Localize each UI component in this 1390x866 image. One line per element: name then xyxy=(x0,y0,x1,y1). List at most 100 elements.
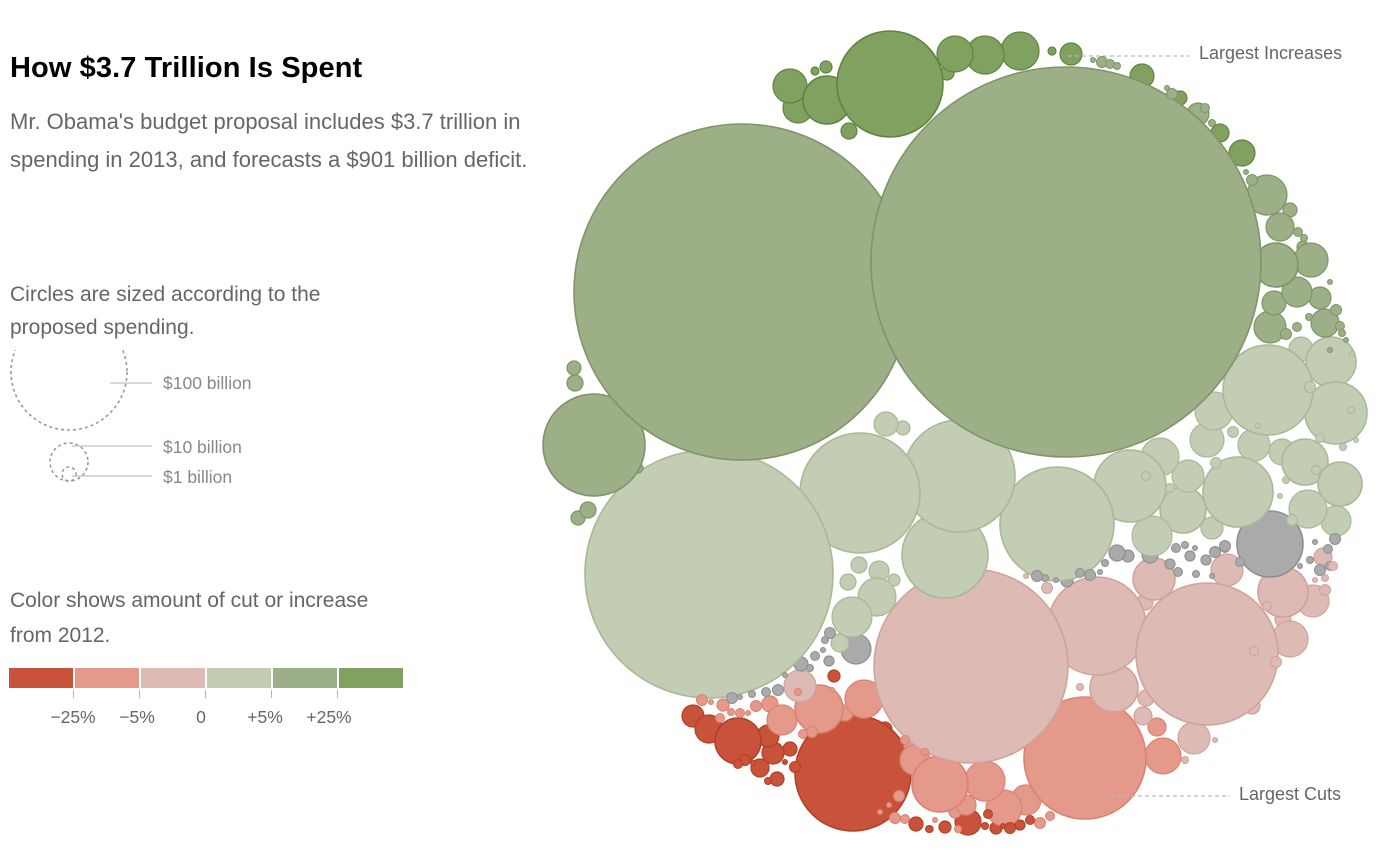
budget-bubble[interactable] xyxy=(782,741,798,757)
budget-bubble[interactable] xyxy=(873,411,899,437)
budget-bubble-small[interactable] xyxy=(1192,570,1200,578)
budget-bubble[interactable] xyxy=(836,30,944,138)
budget-bubble-small[interactable] xyxy=(1347,406,1355,414)
budget-bubble-small[interactable] xyxy=(735,708,745,718)
budget-bubble-small[interactable] xyxy=(1105,59,1115,69)
budget-bubble-small[interactable] xyxy=(925,825,933,833)
budget-bubble[interactable] xyxy=(1164,558,1176,570)
budget-bubble[interactable] xyxy=(1135,582,1279,726)
budget-bubble-small[interactable] xyxy=(1243,169,1249,175)
budget-bubble[interactable] xyxy=(810,66,820,76)
budget-bubble[interactable] xyxy=(1222,344,1314,436)
budget-bubble-small[interactable] xyxy=(932,817,938,823)
budget-bubble[interactable] xyxy=(839,573,857,591)
budget-bubble-small[interactable] xyxy=(1181,756,1189,764)
budget-bubble-small[interactable] xyxy=(794,688,802,696)
budget-bubble-small[interactable] xyxy=(1353,437,1359,443)
budget-bubble-small[interactable] xyxy=(1246,174,1258,186)
budget-bubble-small[interactable] xyxy=(726,692,738,704)
budget-bubble-small[interactable] xyxy=(1343,337,1349,343)
budget-bubble-small[interactable] xyxy=(1045,811,1055,821)
budget-bubble[interactable] xyxy=(714,717,762,765)
budget-bubble-small[interactable] xyxy=(1171,543,1181,553)
budget-bubble[interactable] xyxy=(1171,459,1205,493)
budget-bubble-small[interactable] xyxy=(798,729,808,739)
budget-bubble-small[interactable] xyxy=(1165,483,1175,493)
budget-bubble[interactable] xyxy=(573,123,911,461)
budget-bubble-small[interactable] xyxy=(810,651,820,661)
budget-bubble[interactable] xyxy=(1200,554,1212,566)
budget-bubble[interactable] xyxy=(1000,31,1040,71)
budget-bubble-small[interactable] xyxy=(1323,544,1333,554)
budget-bubble[interactable] xyxy=(873,568,1069,764)
budget-bubble-small[interactable] xyxy=(1300,234,1308,242)
budget-bubble[interactable] xyxy=(1253,310,1287,344)
budget-bubble[interactable] xyxy=(772,68,808,104)
budget-bubble-small[interactable] xyxy=(1023,573,1029,579)
budget-bubble[interactable] xyxy=(783,669,817,703)
budget-bubble[interactable] xyxy=(579,501,597,519)
budget-bubble-small[interactable] xyxy=(1097,569,1103,575)
budget-bubble-small[interactable] xyxy=(1053,577,1059,583)
budget-bubble[interactable] xyxy=(1288,489,1328,529)
budget-bubble-small[interactable] xyxy=(1306,556,1314,564)
budget-bubble[interactable] xyxy=(887,573,901,587)
budget-bubble[interactable] xyxy=(938,820,952,834)
budget-bubble-small[interactable] xyxy=(1255,423,1261,429)
budget-bubble-small[interactable] xyxy=(921,748,929,756)
budget-bubble[interactable] xyxy=(1265,212,1295,242)
budget-bubble-small[interactable] xyxy=(1235,557,1245,567)
budget-bubble[interactable] xyxy=(819,60,833,74)
budget-bubble-small[interactable] xyxy=(1311,465,1321,475)
budget-bubble[interactable] xyxy=(1144,737,1182,775)
budget-bubble[interactable] xyxy=(911,755,969,813)
budget-bubble[interactable] xyxy=(1131,515,1173,557)
budget-bubble-small[interactable] xyxy=(1219,540,1231,552)
budget-bubble-small[interactable] xyxy=(1141,471,1151,481)
budget-bubble-small[interactable] xyxy=(1327,279,1333,285)
budget-bubble[interactable] xyxy=(831,596,873,638)
budget-bubble-small[interactable] xyxy=(1319,584,1331,596)
budget-bubble-small[interactable] xyxy=(886,802,892,808)
budget-bubble-small[interactable] xyxy=(981,822,989,830)
budget-bubble-small[interactable] xyxy=(708,699,714,705)
budget-bubble-small[interactable] xyxy=(1090,57,1096,63)
budget-bubble[interactable] xyxy=(936,35,974,73)
budget-bubble[interactable] xyxy=(542,393,646,497)
budget-bubble-small[interactable] xyxy=(737,694,743,700)
budget-bubble-small[interactable] xyxy=(1297,563,1303,569)
budget-bubble-small[interactable] xyxy=(1335,321,1345,331)
budget-bubble-small[interactable] xyxy=(750,760,756,766)
budget-bubble-small[interactable] xyxy=(1312,577,1318,583)
budget-bubble[interactable] xyxy=(870,66,1262,458)
budget-bubble[interactable] xyxy=(1023,696,1147,820)
budget-bubble[interactable] xyxy=(908,816,924,832)
budget-bubble-small[interactable] xyxy=(782,672,788,678)
budget-bubble-small[interactable] xyxy=(1327,347,1333,353)
budget-bubble[interactable] xyxy=(1147,717,1167,737)
budget-bubble[interactable] xyxy=(850,556,868,574)
budget-bubble-small[interactable] xyxy=(1076,683,1084,691)
budget-bubble[interactable] xyxy=(769,771,785,787)
budget-bubble-small[interactable] xyxy=(696,694,708,706)
budget-bubble-small[interactable] xyxy=(1249,646,1259,656)
budget-bubble-small[interactable] xyxy=(1173,567,1183,577)
budget-bubble[interactable] xyxy=(1184,550,1196,562)
budget-bubble[interactable] xyxy=(566,360,582,376)
budget-bubble[interactable] xyxy=(1236,510,1304,578)
budget-bubble-small[interactable] xyxy=(1349,351,1355,357)
budget-bubble-small[interactable] xyxy=(1312,539,1318,545)
budget-bubble-small[interactable] xyxy=(893,790,905,802)
budget-bubble-small[interactable] xyxy=(820,647,826,653)
budget-bubble[interactable] xyxy=(1059,42,1083,66)
budget-bubble[interactable] xyxy=(827,669,841,683)
budget-bubble-small[interactable] xyxy=(1286,514,1298,526)
budget-bubble-small[interactable] xyxy=(1305,313,1313,321)
budget-bubble-small[interactable] xyxy=(1282,476,1290,484)
budget-bubble-small[interactable] xyxy=(1270,656,1282,668)
budget-bubble-small[interactable] xyxy=(1031,570,1043,582)
budget-bubble-small[interactable] xyxy=(877,809,883,815)
budget-bubble-small[interactable] xyxy=(1328,561,1338,571)
budget-bubble-small[interactable] xyxy=(1200,103,1210,113)
budget-bubble-small[interactable] xyxy=(1329,533,1341,545)
